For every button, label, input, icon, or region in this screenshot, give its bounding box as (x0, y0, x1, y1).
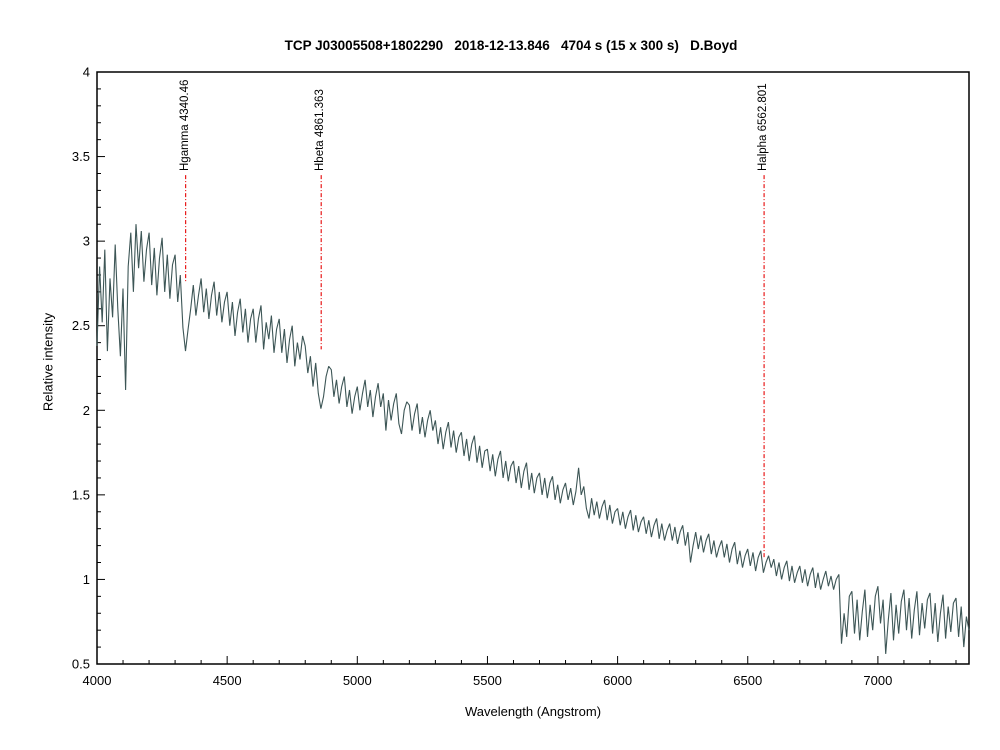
y-tick-label: 4 (83, 65, 90, 80)
tick-labels: 0.5 1 1.5 2 2.5 3 3.5 4 4000 4500 5000 5500 6000 6500… (72, 65, 892, 689)
x-tick-label: 7000 (863, 673, 892, 688)
x-tick-label: 5500 (473, 673, 502, 688)
marker-lines (185, 175, 765, 558)
spectrum-line (96, 224, 970, 654)
x-tick-label: 5000 (343, 673, 372, 688)
marker-label-hbeta: Hbeta 4861.363 (314, 89, 327, 172)
marker-label-hgamma: Hgamma 4340.46 (178, 79, 191, 172)
y-tick-label: 3.5 (72, 149, 90, 164)
y-tick-label: 0.5 (72, 657, 90, 672)
x-tick-label: 6000 (603, 673, 632, 688)
y-axis-title-text: Relative intensity (40, 312, 56, 412)
y-tick-label: 2.5 (72, 318, 90, 333)
x-tick-label: 4000 (83, 673, 112, 688)
x-tick-label: 4500 (213, 673, 242, 688)
axis-ticks (96, 71, 957, 665)
y-tick-label: 3 (83, 234, 90, 249)
y-tick-label: 1 (83, 572, 90, 587)
y-tick-label: 2 (83, 403, 90, 418)
plot-border (96, 71, 970, 665)
chart-title: TCP J03005508+1802290 2018-12-13.846 470… (284, 38, 738, 53)
marker-label-halpha: Halpha 6562.801 (757, 83, 770, 172)
x-axis-title: Wavelength (Angstrom) (464, 704, 602, 719)
x-tick-label: 6500 (733, 673, 762, 688)
y-tick-label: 1.5 (72, 487, 90, 502)
